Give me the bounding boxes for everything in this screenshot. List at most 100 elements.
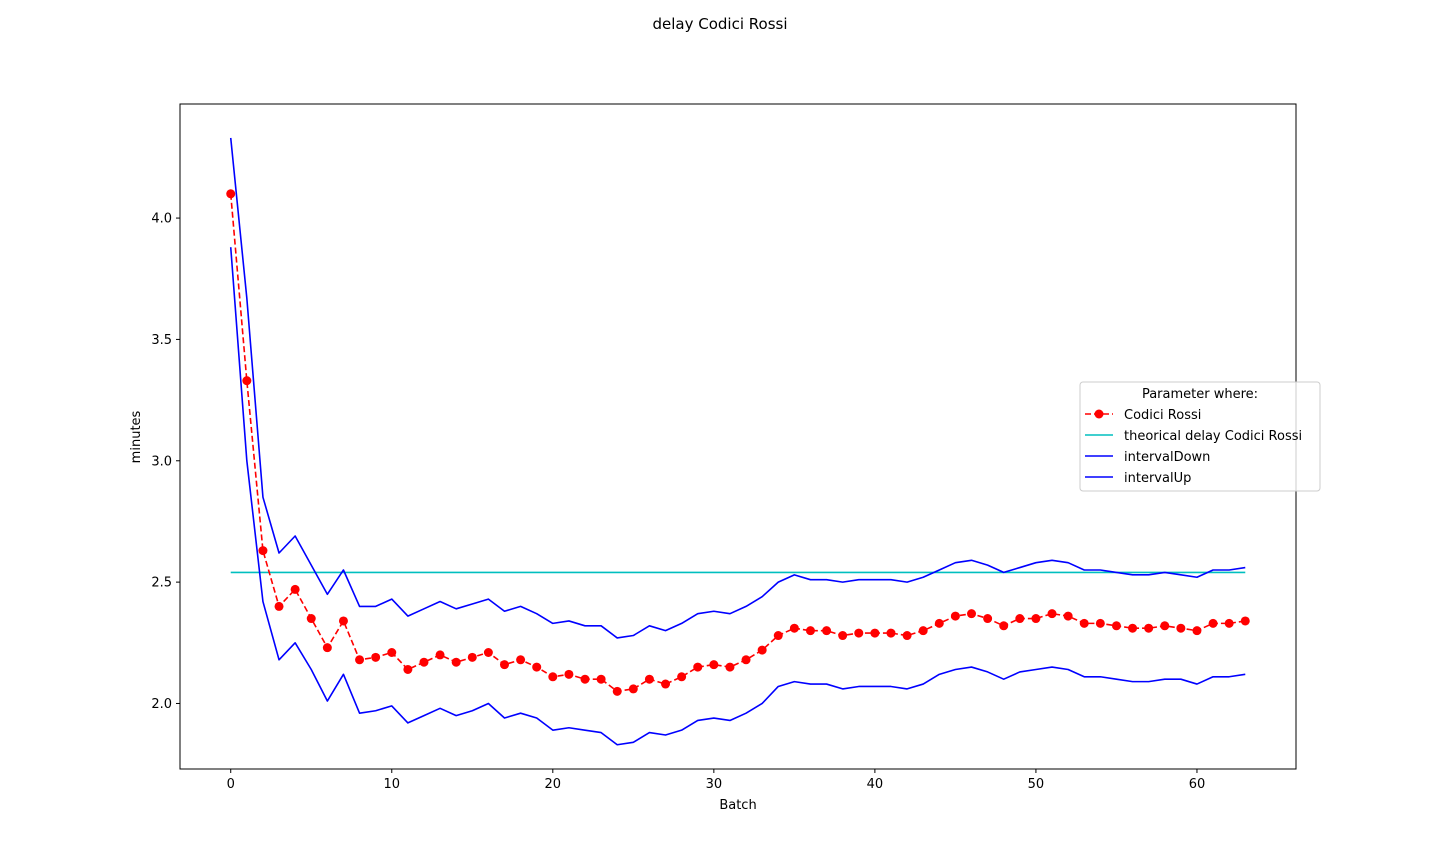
- data-point: [1208, 618, 1218, 628]
- data-point: [338, 616, 348, 626]
- data-point: [499, 660, 509, 670]
- data-point: [258, 546, 268, 556]
- legend-entry-intervaldown: intervalDown: [1085, 450, 1210, 465]
- legend-entries: Codici Rossi theorical delay Codici Rossi…: [1085, 408, 1302, 486]
- data-point: [644, 674, 654, 684]
- x-tick-label: 0: [227, 777, 235, 792]
- data-point: [435, 650, 445, 660]
- data-point: [1176, 623, 1186, 633]
- data-point: [274, 601, 284, 611]
- data-point: [355, 655, 365, 665]
- legend: Parameter where: Codici Rossi theorical d…: [1079, 381, 1321, 492]
- data-point: [580, 674, 590, 684]
- data-point: [1224, 618, 1234, 628]
- series-line-intervalup: [229, 137, 1246, 639]
- series-codici-rossi: [226, 189, 1250, 696]
- data-point: [1128, 623, 1138, 633]
- data-point: [677, 672, 687, 682]
- data-point: [1079, 618, 1089, 628]
- data-point: [483, 648, 493, 658]
- x-axis: 0 10 20 30 40 50 60: [227, 769, 1206, 792]
- data-point: [1095, 618, 1105, 628]
- data-point: [226, 189, 236, 199]
- data-point: [918, 626, 928, 636]
- y-axis: 2.0 2.5 3.0 3.5 4.0: [151, 212, 180, 712]
- legend-label: Codici Rossi: [1124, 408, 1201, 423]
- x-tick-label: 40: [867, 777, 884, 792]
- data-point: [854, 628, 864, 638]
- y-tick-label: 3.5: [151, 333, 172, 348]
- legend-entry-theorical-delay-codici-rossi: theorical delay Codici Rossi: [1085, 429, 1302, 444]
- data-point: [870, 628, 880, 638]
- data-point: [661, 679, 671, 689]
- x-axis-label: Batch: [719, 798, 756, 813]
- legend-marker: [1094, 409, 1104, 419]
- data-point: [322, 643, 332, 653]
- legend-title: Parameter where:: [1142, 387, 1258, 402]
- data-point: [886, 628, 896, 638]
- chart-title: delay Codici Rossi: [653, 15, 788, 33]
- data-point: [1111, 621, 1121, 631]
- data-point: [741, 655, 751, 665]
- y-tick-label: 2.5: [151, 576, 172, 591]
- data-point: [387, 648, 397, 658]
- y-tick-label: 2.0: [151, 697, 172, 712]
- series-line-intervaldown: [229, 247, 1246, 746]
- data-point: [725, 662, 735, 672]
- data-point: [451, 657, 461, 667]
- data-point: [1047, 609, 1057, 619]
- series-intervaldown: [229, 247, 1246, 746]
- data-point: [306, 614, 316, 624]
- data-point: [757, 645, 767, 655]
- data-point: [612, 686, 622, 696]
- y-tick-label: 3.0: [151, 454, 172, 469]
- data-point: [564, 669, 574, 679]
- x-tick-label: 60: [1189, 777, 1206, 792]
- data-point: [999, 621, 1009, 631]
- data-point: [403, 664, 413, 674]
- data-point: [548, 672, 558, 682]
- x-tick-label: 20: [545, 777, 562, 792]
- data-point: [596, 674, 606, 684]
- data-point: [1160, 621, 1170, 631]
- series-line-codici-rossi: [229, 193, 1246, 693]
- data-point: [967, 609, 977, 619]
- legend-label: theorical delay Codici Rossi: [1124, 429, 1302, 444]
- data-point: [242, 376, 252, 386]
- legend-label: intervalDown: [1124, 450, 1210, 465]
- data-point: [1031, 614, 1041, 624]
- data-point: [838, 631, 848, 641]
- legend-box: [1079, 381, 1321, 492]
- data-point: [693, 662, 703, 672]
- data-point: [773, 631, 783, 641]
- data-point: [290, 584, 300, 594]
- data-point: [822, 626, 832, 636]
- data-point: [516, 655, 526, 665]
- series-layer: [226, 137, 1250, 746]
- plot-area: 0 10 20 30 40 50 60 2.0 2.5 3.0 3.5 4.0: [151, 103, 1297, 792]
- legend-label: intervalUp: [1124, 471, 1191, 486]
- y-tick-label: 4.0: [151, 212, 172, 227]
- data-point: [902, 631, 912, 641]
- legend-entry-intervalup: intervalUp: [1085, 471, 1191, 486]
- data-point: [1015, 614, 1025, 624]
- data-point: [1063, 611, 1073, 621]
- series-intervalup: [229, 137, 1246, 639]
- data-point: [1192, 626, 1202, 636]
- data-point: [934, 618, 944, 628]
- x-tick-label: 50: [1028, 777, 1045, 792]
- data-point: [1144, 623, 1154, 633]
- data-point: [467, 652, 477, 662]
- data-point: [419, 657, 429, 667]
- data-point: [532, 662, 542, 672]
- y-axis-label: minutes: [129, 410, 144, 463]
- x-tick-label: 30: [706, 777, 723, 792]
- data-point: [709, 660, 719, 670]
- data-point: [371, 652, 381, 662]
- data-point: [983, 614, 993, 624]
- data-point: [805, 626, 815, 636]
- data-point: [628, 684, 638, 694]
- data-point: [789, 623, 799, 633]
- data-point: [1240, 616, 1250, 626]
